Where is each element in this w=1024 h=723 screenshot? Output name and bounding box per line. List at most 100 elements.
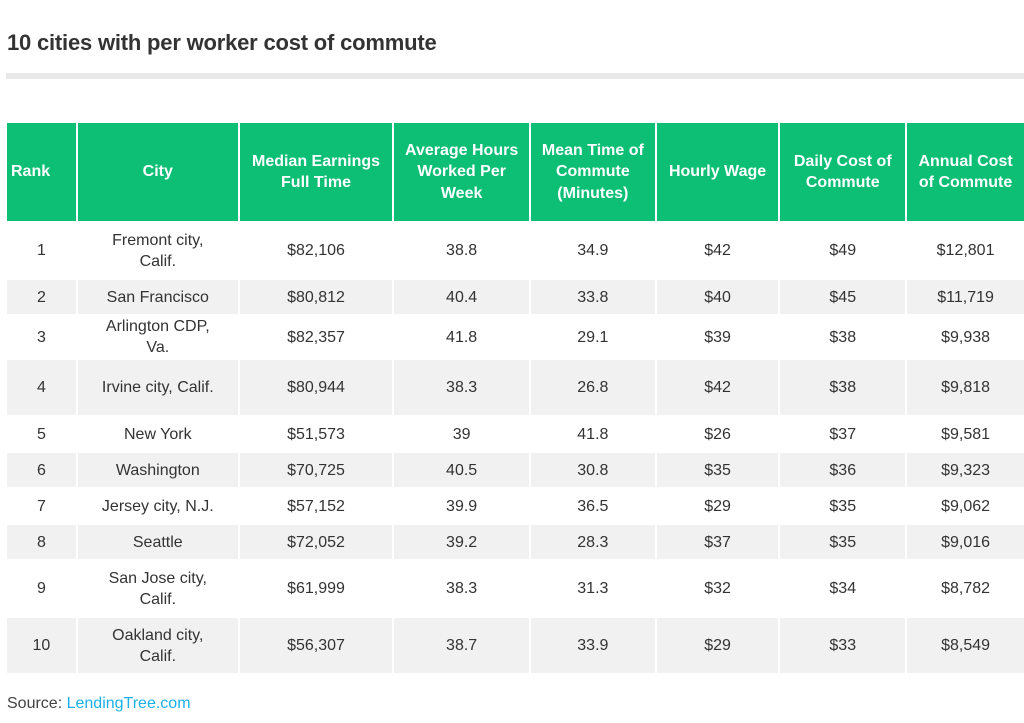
table-row: 10 Oakland city, Calif. $56,307 38.7 33.9 $29…: [7, 618, 1024, 673]
table-cell: $38: [829, 328, 857, 346]
table-cell: $35: [829, 497, 857, 515]
table-cell: 5: [36, 425, 46, 443]
table-cell: 41.8: [577, 425, 609, 443]
table-cell: 8: [7, 525, 76, 559]
table-cell: 26.8: [530, 360, 655, 415]
table-cell: $11,719: [907, 280, 1024, 314]
table-cell: $34: [829, 580, 857, 597]
source-label: Source:: [7, 695, 63, 712]
table-cell: 38.7: [394, 618, 529, 673]
table-cell: $51,573: [287, 425, 345, 443]
table-cell: $57,152: [287, 497, 345, 515]
table-cell: 41.8: [446, 328, 478, 346]
table-cell: 39.9: [446, 497, 478, 515]
table-row: 2 San Francisco $80,812 40.4 33.8 $40 $45 $11,7…: [7, 280, 1024, 314]
source-link[interactable]: LendingTree.com: [66, 695, 191, 712]
table-cell: $56,307: [239, 618, 393, 673]
table-cell: $35: [780, 525, 906, 559]
table-cell: 29.1: [577, 328, 609, 346]
table-cell: 36.5: [577, 497, 609, 515]
table-cell: 39: [452, 425, 471, 443]
table-cell: 31.3: [577, 580, 609, 597]
table-cell: Oakland city, Calif.: [77, 618, 238, 673]
header-row: Rank City Median Earnings Full Time Average…: [7, 123, 1024, 221]
table-cell: $9,323: [907, 453, 1024, 487]
table-cell: $9,062: [941, 497, 991, 515]
table-cell: $39: [704, 328, 731, 346]
table-row: 6 Washington $70,725 40.5 30.8 $35 $36 $9,323: [7, 453, 1024, 487]
table-cell: 33.8: [530, 280, 655, 314]
table-cell: 40.4: [394, 280, 529, 314]
table-cell: $80,812: [239, 280, 393, 314]
table-cell: 38.8: [446, 242, 478, 259]
table-cell: $82,357: [287, 328, 345, 346]
table-cell: 39.2: [394, 525, 529, 559]
column-header: Annual Cost of Commute: [907, 123, 1024, 221]
table-cell: $9,818: [907, 360, 1024, 415]
table-cell: 9: [36, 580, 46, 597]
table-cell: New York: [123, 425, 192, 443]
table-cell: San Jose city, Calif.: [108, 569, 207, 608]
table-row: 5 New York $51,573 39 41.8 $26 $37 $9,581: [7, 417, 1024, 451]
table-cell: $29: [704, 497, 731, 515]
table-cell: $9,016: [907, 525, 1024, 559]
table-cell: $26: [704, 425, 731, 443]
divider: [6, 73, 1024, 79]
table-row: 4 Irvine city, Calif. $80,944 38.3 26.8 $42 $3…: [7, 360, 1024, 415]
column-header: City: [77, 123, 238, 221]
table-cell: $35: [656, 453, 779, 487]
table-cell: 10: [7, 618, 76, 673]
table-cell: 38.3: [394, 360, 529, 415]
table-cell: $36: [780, 453, 906, 487]
table-cell: Arlington CDP, Va.: [105, 318, 210, 356]
table-cell: $9,938: [941, 328, 991, 346]
column-header: Daily Cost of Commute: [780, 123, 906, 221]
table-cell: $72,052: [239, 525, 393, 559]
table-cell: 3: [36, 328, 46, 346]
table-cell: 28.3: [530, 525, 655, 559]
table-row: 7 Jersey city, N.J. $57,152 39.9 36.5 $29 $35 $…: [7, 489, 1024, 523]
table-cell: $8,549: [907, 618, 1024, 673]
column-header: Median Earnings Full Time: [239, 123, 393, 221]
table-cell: Jersey city, N.J.: [101, 497, 214, 515]
table-cell: 6: [7, 453, 76, 487]
table-cell: Seattle: [77, 525, 238, 559]
table-cell: $45: [780, 280, 906, 314]
table-cell: $8,782: [941, 580, 991, 597]
table-cell: $33: [780, 618, 906, 673]
table-cell: $42: [656, 360, 779, 415]
column-header: Hourly Wage: [656, 123, 779, 221]
table-cell: $9,581: [941, 425, 991, 443]
table-row: 1 Fremont city, Calif. $82,106 38.8 34.9 $42 $…: [7, 223, 1024, 278]
table-cell: 38.3: [446, 580, 478, 597]
commute-cost-table: Rank City Median Earnings Full Time Average…: [5, 121, 1024, 675]
table-cell: $70,725: [239, 453, 393, 487]
table-cell: $29: [656, 618, 779, 673]
table-cell: San Francisco: [77, 280, 238, 314]
column-header: Rank: [7, 123, 76, 221]
table-cell: $37: [829, 425, 857, 443]
source-note: Source: LendingTree.com: [7, 695, 191, 713]
table-cell: 7: [36, 497, 46, 515]
table-cell: $12,801: [936, 242, 995, 259]
table-row: 3 Arlington CDP, Va. $82,357 41.8 29.1 $39 $38…: [7, 316, 1024, 358]
column-header: Average Hours Worked Per Week: [394, 123, 529, 221]
table-cell: $49: [829, 242, 857, 259]
table-cell: $37: [656, 525, 779, 559]
table-cell: 4: [7, 360, 76, 415]
table-row: 9 San Jose city, Calif. $61,999 38.3 31.3 $32…: [7, 561, 1024, 616]
page-title: 10 cities with per worker cost of commut…: [7, 30, 437, 55]
table-cell: $80,944: [239, 360, 393, 415]
table-cell: 34.9: [577, 242, 609, 259]
table-cell: 2: [7, 280, 76, 314]
table-cell: Fremont city, Calif.: [112, 231, 204, 270]
table-cell: $38: [780, 360, 906, 415]
table-cell: 40.5: [394, 453, 529, 487]
table-cell: $40: [656, 280, 779, 314]
table-cell: 33.9: [530, 618, 655, 673]
table-cell: $32: [704, 580, 731, 597]
table-cell: $42: [704, 242, 731, 259]
column-header: Mean Time of Commute (Minutes): [530, 123, 655, 221]
table-cell: 1: [36, 242, 46, 259]
table-cell: 30.8: [530, 453, 655, 487]
